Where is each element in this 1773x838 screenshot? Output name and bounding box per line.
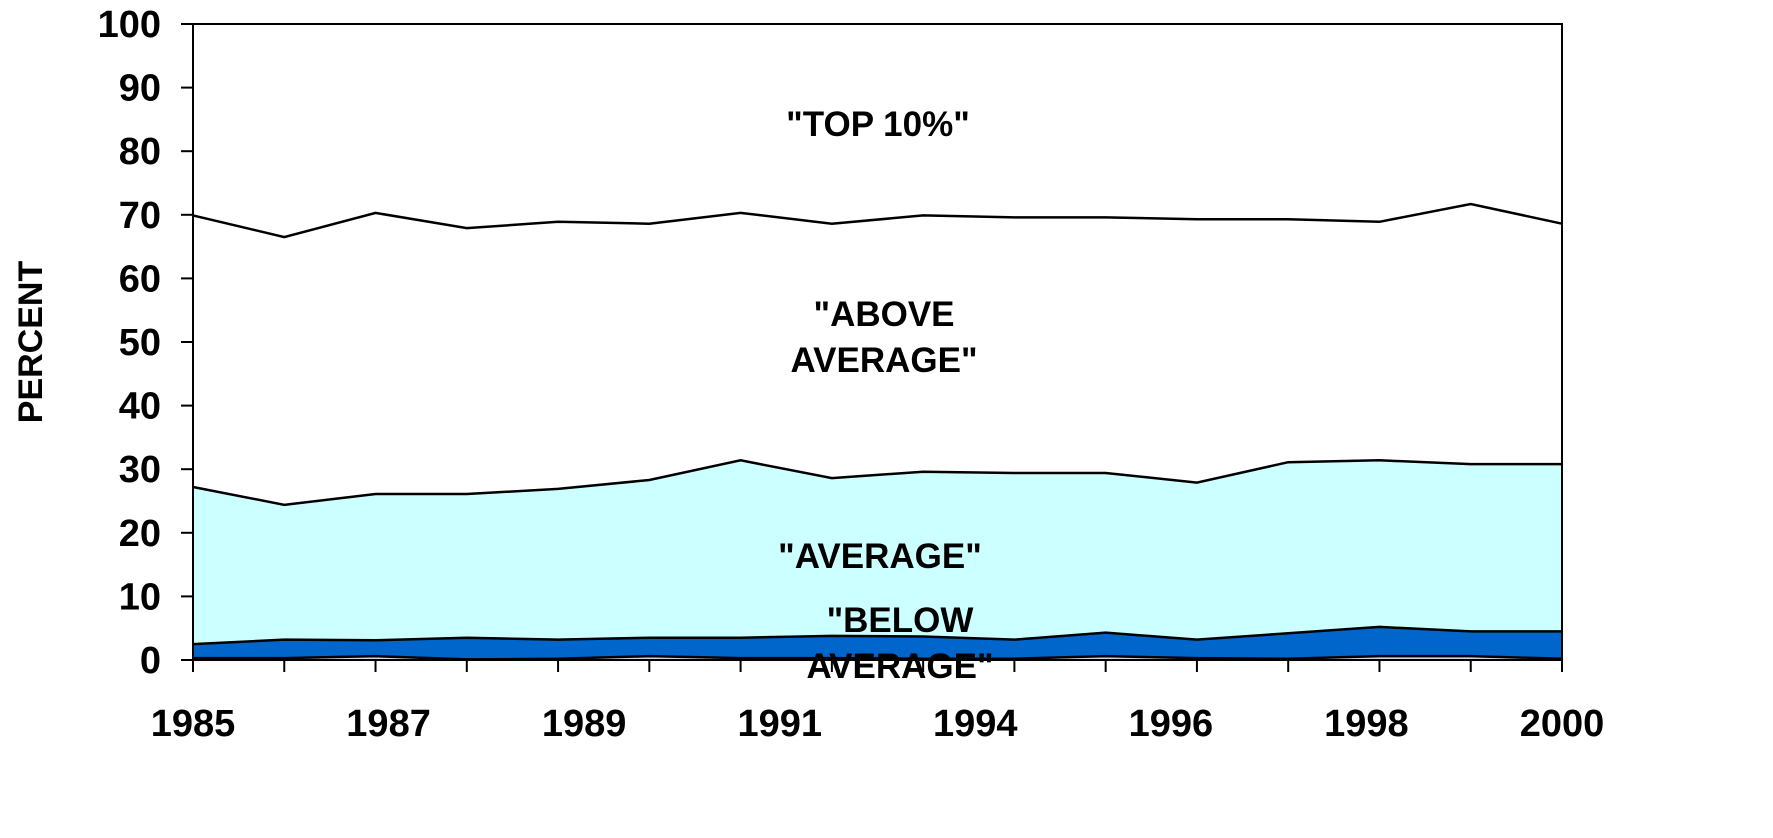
x-tick-label: 1994 (933, 703, 1018, 745)
y-tick-label: 0 (140, 640, 161, 682)
x-tick-label: 2000 (1520, 703, 1605, 745)
region-label: AVERAGE" (790, 341, 977, 380)
y-tick-label: 50 (119, 322, 161, 364)
y-tick-label: 60 (119, 258, 161, 300)
x-tick-label: 1991 (737, 703, 822, 745)
y-tick-label: 70 (119, 195, 161, 237)
boundary-lines (192, 202, 1563, 661)
x-tick-label: 1987 (346, 703, 431, 745)
y-tick-label: 80 (119, 131, 161, 173)
x-tick-label: 1998 (1324, 703, 1409, 745)
x-tick-label: 1996 (1129, 703, 1214, 745)
y-axis-label: PERCENT (12, 261, 50, 424)
y-tick-label: 30 (119, 449, 161, 491)
y-axis: 0 10 20 30 40 50 60 70 80 90 100 (98, 4, 194, 682)
x-tick-label: 1985 (151, 703, 236, 745)
region-label: AVERAGE" (806, 647, 993, 686)
area-layers (193, 24, 1562, 660)
y-tick-label: 10 (119, 576, 161, 618)
region-label: "BELOW (827, 601, 974, 640)
x-axis: 1985 1987 1989 1991 1994 1996 1998 2000 (151, 660, 1605, 745)
y-tick-label: 20 (119, 513, 161, 555)
x-tick-label: 1989 (542, 703, 627, 745)
y-tick-label: 90 (119, 68, 161, 110)
boundary-line-3 (192, 202, 1563, 239)
area-layer-1 (193, 626, 1562, 660)
region-label: "ABOVE (813, 295, 954, 334)
region-labels: "BELOW AVERAGE" "AVERAGE" "ABOVE AVERAGE" "TO… (778, 105, 993, 686)
region-label: "AVERAGE" (778, 537, 982, 576)
region-label: "TOP 10%" (786, 105, 970, 144)
y-tick-label: 100 (98, 4, 161, 46)
boundary-line-2 (192, 459, 1562, 507)
area-layer-2 (193, 460, 1562, 660)
boundary-line-0 (193, 654, 1563, 661)
y-tick-label: 40 (119, 386, 161, 428)
boundary-line-1 (192, 625, 1562, 646)
